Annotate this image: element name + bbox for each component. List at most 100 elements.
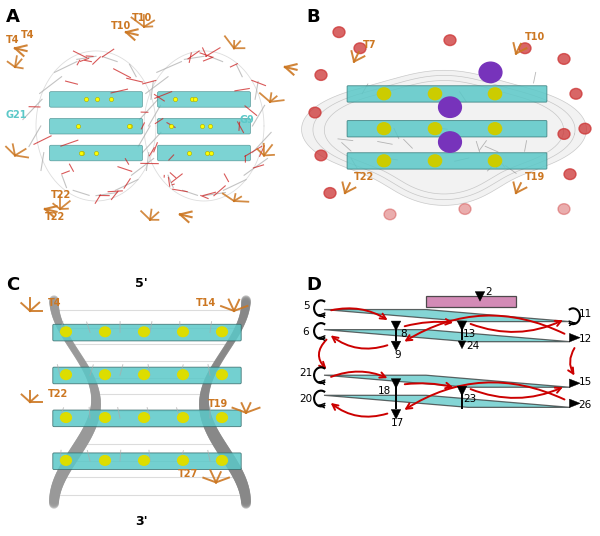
Text: T10: T10 <box>132 13 152 24</box>
Text: 12: 12 <box>578 334 592 344</box>
Text: D: D <box>306 276 321 294</box>
Polygon shape <box>458 341 466 349</box>
Polygon shape <box>391 410 401 419</box>
Circle shape <box>315 150 327 161</box>
Text: T22: T22 <box>48 389 68 399</box>
Circle shape <box>558 54 570 64</box>
Text: T22: T22 <box>51 190 71 200</box>
Circle shape <box>178 327 188 337</box>
FancyBboxPatch shape <box>49 145 143 161</box>
Circle shape <box>178 413 188 422</box>
Polygon shape <box>324 375 570 387</box>
Text: T4: T4 <box>21 29 35 40</box>
Circle shape <box>100 327 110 337</box>
Circle shape <box>354 43 366 54</box>
Text: T22: T22 <box>45 212 65 222</box>
Polygon shape <box>302 70 586 205</box>
Circle shape <box>428 155 442 167</box>
Text: 2: 2 <box>485 287 493 297</box>
Polygon shape <box>569 379 580 388</box>
Polygon shape <box>391 321 401 331</box>
Circle shape <box>139 327 149 337</box>
Text: T19: T19 <box>208 399 228 410</box>
Circle shape <box>139 413 149 422</box>
FancyBboxPatch shape <box>157 92 251 107</box>
FancyBboxPatch shape <box>347 86 547 102</box>
Circle shape <box>100 456 110 465</box>
Text: 13: 13 <box>463 330 476 339</box>
Circle shape <box>570 88 582 99</box>
Circle shape <box>488 123 502 135</box>
Polygon shape <box>569 333 580 342</box>
Polygon shape <box>391 378 401 388</box>
FancyBboxPatch shape <box>53 367 241 384</box>
Circle shape <box>61 327 71 337</box>
Polygon shape <box>569 399 580 408</box>
Circle shape <box>377 88 391 100</box>
Circle shape <box>309 107 321 118</box>
Text: 11: 11 <box>578 309 592 318</box>
Polygon shape <box>324 330 570 342</box>
Text: T4: T4 <box>48 297 62 308</box>
Circle shape <box>100 413 110 422</box>
Circle shape <box>444 35 456 46</box>
FancyBboxPatch shape <box>157 145 251 161</box>
Text: 9: 9 <box>394 350 401 360</box>
Text: T19: T19 <box>525 172 545 182</box>
Text: B: B <box>306 8 320 26</box>
FancyBboxPatch shape <box>49 92 143 107</box>
FancyBboxPatch shape <box>347 121 547 137</box>
FancyBboxPatch shape <box>347 153 547 169</box>
Circle shape <box>558 129 570 139</box>
Circle shape <box>564 169 576 180</box>
Circle shape <box>217 327 227 337</box>
Circle shape <box>178 370 188 379</box>
Text: 8: 8 <box>400 330 407 339</box>
Circle shape <box>61 456 71 465</box>
Circle shape <box>579 123 591 134</box>
Text: 3': 3' <box>135 515 148 528</box>
Circle shape <box>488 88 502 100</box>
Text: G21: G21 <box>6 110 28 120</box>
Circle shape <box>139 370 149 379</box>
Text: T14: T14 <box>196 297 216 308</box>
Polygon shape <box>324 310 570 322</box>
Circle shape <box>459 204 471 214</box>
Text: T27: T27 <box>178 469 198 479</box>
Text: 23: 23 <box>463 394 476 404</box>
Circle shape <box>324 188 336 198</box>
Polygon shape <box>391 341 401 351</box>
Circle shape <box>558 204 570 214</box>
Polygon shape <box>475 292 485 301</box>
Text: T10: T10 <box>525 32 545 42</box>
Circle shape <box>315 70 327 80</box>
FancyBboxPatch shape <box>53 324 241 341</box>
Text: 24: 24 <box>466 341 479 351</box>
Text: 20: 20 <box>299 393 313 404</box>
Text: 18: 18 <box>377 386 391 396</box>
Text: A: A <box>6 8 20 26</box>
Circle shape <box>217 456 227 465</box>
Circle shape <box>61 413 71 422</box>
Text: T22: T22 <box>354 172 374 182</box>
Text: T10: T10 <box>111 21 131 32</box>
FancyBboxPatch shape <box>157 118 251 134</box>
Circle shape <box>178 456 188 465</box>
Circle shape <box>439 132 461 152</box>
Text: 26: 26 <box>578 400 592 410</box>
Circle shape <box>100 370 110 379</box>
Circle shape <box>439 97 461 117</box>
Circle shape <box>428 123 442 135</box>
Circle shape <box>488 155 502 167</box>
Circle shape <box>61 370 71 379</box>
Circle shape <box>519 43 531 54</box>
Text: C: C <box>6 276 19 294</box>
Text: 5': 5' <box>135 277 148 290</box>
Text: T4: T4 <box>6 35 19 45</box>
Circle shape <box>479 62 502 83</box>
Text: 15: 15 <box>578 377 592 387</box>
Circle shape <box>377 123 391 135</box>
Polygon shape <box>324 396 570 407</box>
Polygon shape <box>457 386 467 396</box>
Circle shape <box>217 413 227 422</box>
